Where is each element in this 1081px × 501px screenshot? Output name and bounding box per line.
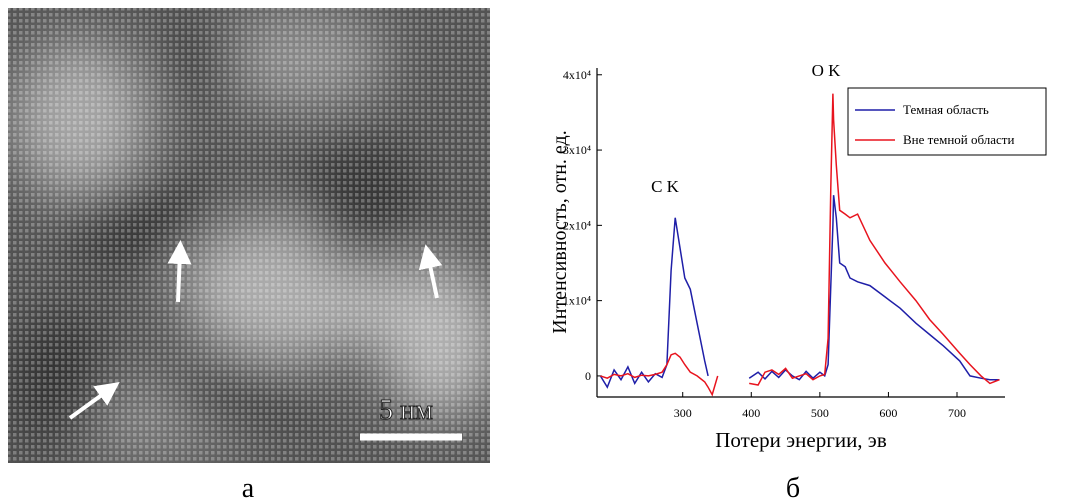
y-axis-title: Интенсивность, отн. ед. bbox=[549, 130, 571, 333]
y-tick-label: 4x10⁴ bbox=[563, 68, 591, 82]
arrow bbox=[418, 244, 443, 299]
y-tick-label: 0 bbox=[585, 369, 591, 383]
series-line bbox=[599, 195, 1000, 389]
x-axis-title: Потери энергии, эв bbox=[715, 428, 887, 452]
x-tick-label: 400 bbox=[742, 406, 760, 420]
series-line bbox=[600, 93, 1000, 397]
x-tick-label: 300 bbox=[674, 406, 692, 420]
legend-label: Темная область bbox=[903, 102, 989, 117]
tem-image: 5 нм bbox=[8, 8, 490, 463]
arrow bbox=[68, 381, 120, 420]
annotation: C K bbox=[651, 177, 680, 196]
x-tick-label: 700 bbox=[948, 406, 966, 420]
scale-label: 5 нм bbox=[379, 395, 433, 426]
panel-label: б bbox=[786, 473, 800, 501]
panel-label: а bbox=[242, 473, 255, 501]
x-tick-label: 500 bbox=[811, 406, 829, 420]
arrow bbox=[167, 240, 192, 303]
annotation: O K bbox=[812, 61, 842, 80]
legend-label: Вне темной области bbox=[903, 132, 1014, 147]
y-tick-label: 3x10⁴ bbox=[563, 143, 591, 157]
legend-box bbox=[847, 87, 1047, 156]
x-tick-label: 600 bbox=[879, 406, 897, 420]
y-tick-label: 1x10⁴ bbox=[563, 294, 591, 308]
y-tick-label: 2x10⁴ bbox=[563, 218, 591, 232]
